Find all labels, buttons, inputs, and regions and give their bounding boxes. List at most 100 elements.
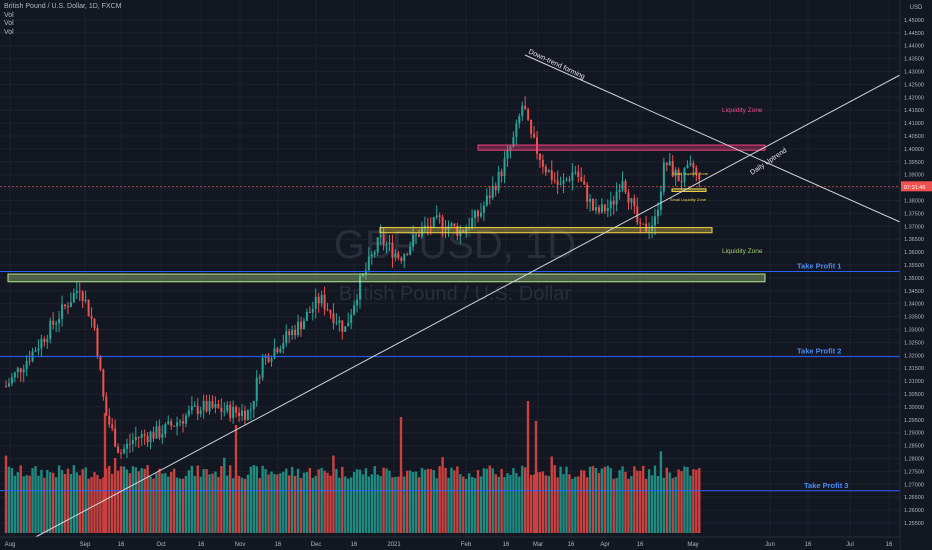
volume-bar [406, 470, 409, 533]
volume-legend-3[interactable]: Vol [4, 28, 14, 36]
candle-body [43, 338, 46, 342]
time-tick: 16 [351, 542, 358, 548]
price-tick: 1.39000 [904, 173, 924, 179]
volume-bar [341, 466, 344, 533]
candle-body [494, 185, 497, 191]
price-tick: 1.44500 [904, 31, 924, 37]
candle-body [612, 200, 615, 205]
candle-body [323, 294, 326, 310]
candle-body [125, 443, 128, 449]
candle-body [19, 368, 22, 373]
volume-bar [444, 467, 447, 533]
price-tick: 1.29000 [904, 431, 924, 437]
volume-bar [574, 476, 577, 533]
candle-body [241, 410, 243, 417]
candle-body [273, 348, 276, 359]
volume-bar [509, 474, 512, 533]
candle-body [577, 171, 580, 178]
volume-bar [550, 456, 553, 533]
volume-bar [19, 465, 22, 533]
candle-body [356, 299, 359, 306]
take-profit-2-label: Take Profit 2 [797, 347, 841, 356]
time-tick: Jul [846, 542, 854, 548]
volume-bar [556, 477, 559, 533]
volume-bar [108, 465, 111, 533]
volume-bar [87, 478, 90, 533]
candles [5, 96, 701, 459]
volume-bar [267, 474, 270, 533]
candle-body [465, 227, 468, 232]
volume-bar [13, 475, 17, 533]
candle-body [173, 425, 176, 427]
volume-bar [689, 475, 692, 533]
candle-body [187, 410, 190, 416]
volume-bar [677, 469, 680, 533]
candle-body [370, 254, 373, 257]
candle-body [571, 172, 574, 181]
volume-bar [553, 465, 556, 533]
volume-bar [467, 473, 471, 533]
volume-bar [99, 478, 102, 533]
time-tick: 16 [568, 542, 575, 548]
liquidity-zone-top [477, 144, 766, 151]
volume-bar [16, 472, 19, 533]
candle-body [34, 350, 37, 352]
volume-bar [361, 474, 365, 533]
volume-bar [656, 475, 660, 533]
candle-body [199, 410, 202, 415]
candle-body [388, 242, 391, 245]
volume-bar [344, 476, 347, 533]
price-tick: 1.31000 [904, 379, 924, 385]
candle-body [66, 306, 69, 308]
candle-body [128, 443, 131, 445]
candle-body [506, 149, 509, 159]
volume-bar [22, 476, 25, 533]
candle-body [662, 162, 665, 192]
candle-body [49, 320, 52, 340]
time-tick: Sep [80, 542, 91, 548]
price-tick: 1.31500 [904, 366, 924, 372]
candle-body [415, 234, 418, 236]
candle-body [426, 225, 429, 227]
volume-bar [229, 465, 232, 533]
symbol-title[interactable]: British Pound / U.S. Dollar, 1D, FXCM [4, 3, 122, 10]
volume-bar [143, 468, 146, 533]
volume-bar [577, 476, 580, 533]
candle-body [72, 293, 75, 303]
candle-body [84, 299, 87, 301]
time-tick: Dec [311, 542, 322, 548]
volume-legend-1[interactable]: Vol [4, 11, 14, 19]
volume-bar [379, 476, 382, 533]
volume-bar [264, 469, 267, 533]
time-tick: 16 [805, 542, 812, 548]
volume-bar [462, 476, 465, 533]
volume-legend-2[interactable]: Vol [4, 20, 14, 27]
candle-body [536, 137, 538, 154]
candle-body [609, 200, 612, 208]
volume-bar [485, 468, 489, 533]
volume-bar [385, 468, 388, 533]
volume-bar [417, 477, 421, 533]
candle-body [120, 452, 123, 454]
candle-body [267, 355, 270, 362]
price-tick: 1.45000 [904, 18, 924, 24]
candle-body [592, 198, 595, 211]
volume-bar [500, 469, 503, 533]
candle-body [574, 171, 577, 173]
take-profit-1-label: Take Profit 1 [797, 261, 841, 270]
candle-body [479, 212, 482, 217]
candle-body [294, 330, 297, 336]
candle-body [302, 320, 305, 330]
volume-bar [571, 478, 574, 533]
candle-body [394, 253, 397, 258]
price-tick: 1.42000 [904, 95, 924, 101]
candle-body [16, 368, 19, 373]
volume-spike [534, 421, 538, 533]
price-tick: 1.30500 [904, 392, 924, 398]
candle-body [58, 318, 61, 324]
candle-body [261, 357, 264, 378]
volume-bar [692, 469, 695, 533]
price-tick: 1.37000 [904, 224, 924, 230]
